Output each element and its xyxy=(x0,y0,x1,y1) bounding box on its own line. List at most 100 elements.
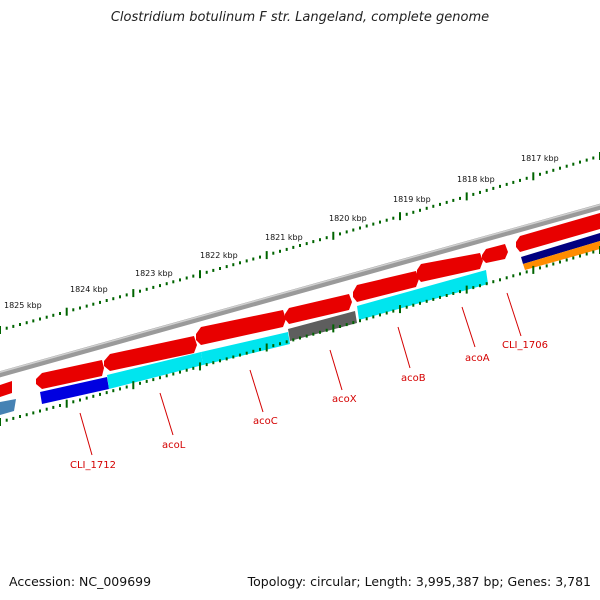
outer-tick-mark xyxy=(132,289,135,298)
inner-tick-mark xyxy=(305,334,308,338)
gene-arrow-forward[interactable] xyxy=(417,253,483,282)
gene-block-reverse-steel[interactable] xyxy=(0,399,16,415)
inner-tick-mark xyxy=(505,276,508,280)
inner-tick-mark xyxy=(119,387,121,391)
outer-tick-mark xyxy=(479,190,481,194)
outer-tick-mark xyxy=(392,216,395,220)
inner-tick-mark xyxy=(12,416,15,420)
outer-tick-mark xyxy=(259,255,261,259)
gene-label-acol[interactable]: acoL xyxy=(162,440,186,451)
outer-tick-mark xyxy=(12,324,15,328)
outer-tick-mark xyxy=(239,261,241,265)
outer-tick-mark xyxy=(512,180,515,184)
outer-tick-mark xyxy=(265,251,268,260)
inner-tick-mark xyxy=(45,407,48,411)
map-title: Clostridium botulinum F str. Langeland, … xyxy=(110,10,490,25)
inner-tick-mark xyxy=(345,323,348,327)
outer-tick-mark xyxy=(485,188,488,192)
gene-label-acox[interactable]: acoX xyxy=(332,394,357,405)
inner-tick-ring xyxy=(0,246,600,426)
gene-arrow-forward[interactable] xyxy=(285,294,352,324)
inner-tick-mark xyxy=(339,325,341,328)
inner-tick-mark xyxy=(232,355,235,359)
inner-tick-mark xyxy=(265,343,268,352)
gene-arrow-forward[interactable] xyxy=(196,310,286,345)
gene-block-reverse-navy[interactable] xyxy=(521,233,600,264)
outer-tick-mark xyxy=(72,308,75,312)
outer-tick-mark xyxy=(0,326,1,334)
inner-tick-mark xyxy=(432,297,435,301)
inner-tick-mark xyxy=(545,264,548,268)
outer-tick-mark xyxy=(552,168,555,172)
inner-tick-mark xyxy=(525,270,528,274)
inner-tick-mark xyxy=(472,286,475,290)
genome-backbone xyxy=(0,203,600,378)
gene-label-acoa[interactable]: acoA xyxy=(465,353,490,364)
inner-tick-mark xyxy=(225,357,228,361)
gene-label-cli-1712[interactable]: CLI_1712 xyxy=(70,460,116,471)
outer-tick-mark xyxy=(592,156,595,160)
outer-tick-mark xyxy=(225,265,228,269)
inner-tick-mark xyxy=(25,413,28,417)
outer-tick-mark xyxy=(145,287,148,291)
leader-line-acob xyxy=(397,326,411,369)
outer-tick-mark xyxy=(172,280,175,284)
inner-tick-mark xyxy=(452,292,455,295)
inner-tick-mark xyxy=(145,379,148,383)
inner-tick-mark xyxy=(92,394,95,398)
gene-block-acob-acoa[interactable] xyxy=(357,270,488,320)
outer-tick-mark xyxy=(152,285,155,289)
gene-block-cli-1712[interactable] xyxy=(40,377,109,404)
outer-tick-mark xyxy=(252,257,255,261)
gene-label-cli-1706[interactable]: CLI_1706 xyxy=(502,340,548,351)
inner-tick-mark xyxy=(99,392,101,396)
gene-arrow-forward[interactable] xyxy=(36,360,104,389)
gene-arrow-forward[interactable] xyxy=(0,381,12,397)
gene-block-reverse-orange[interactable] xyxy=(523,241,600,270)
inner-tick-mark xyxy=(565,258,568,262)
inner-tick-mark xyxy=(199,362,201,371)
inner-tick-mark xyxy=(212,361,215,365)
gene-label-acob[interactable]: acoB xyxy=(401,373,426,384)
reverse-strand-genes xyxy=(0,233,600,415)
inner-tick-mark xyxy=(259,347,261,351)
outer-tick-mark xyxy=(439,202,441,206)
inner-tick-mark xyxy=(439,295,441,299)
outer-tick-mark xyxy=(199,270,201,279)
kbp-label-1824: 1824 kbp xyxy=(70,285,108,294)
outer-tick-mark xyxy=(185,276,188,280)
gene-block-acol[interactable] xyxy=(107,352,203,389)
outer-tick-mark xyxy=(352,228,355,232)
gene-arrow-forward[interactable] xyxy=(104,336,197,371)
inner-tick-mark xyxy=(512,274,515,278)
outer-tick-mark xyxy=(405,212,408,216)
kbp-label-1818: 1818 kbp xyxy=(457,175,495,184)
gene-arrow-forward[interactable] xyxy=(482,244,508,263)
outer-tick-mark xyxy=(332,231,335,240)
inner-tick-mark xyxy=(585,252,588,256)
outer-tick-mark xyxy=(292,245,295,249)
inner-tick-mark xyxy=(65,399,68,408)
gene-arrow-forward[interactable] xyxy=(516,213,600,252)
inner-tick-mark xyxy=(532,265,535,274)
gene-arrow-forward[interactable] xyxy=(353,271,419,302)
outer-tick-mark xyxy=(112,297,115,301)
gene-block-acox[interactable] xyxy=(288,311,357,341)
inner-tick-mark xyxy=(379,313,381,317)
gene-block-acoc[interactable] xyxy=(201,332,290,365)
inner-tick-mark xyxy=(19,415,21,418)
forward-strand-genes xyxy=(0,213,600,397)
inner-tick-mark xyxy=(519,272,521,276)
inner-tick-mark xyxy=(372,315,375,319)
inner-tick-mark xyxy=(405,305,408,309)
outer-tick-mark xyxy=(105,299,108,302)
outer-tick-mark xyxy=(179,278,181,282)
gene-label-acoc[interactable]: acoC xyxy=(253,416,278,427)
leader-line-cli-1712 xyxy=(79,412,93,456)
outer-tick-mark xyxy=(92,302,95,306)
inner-tick-mark xyxy=(459,290,461,294)
inner-tick-mark xyxy=(285,340,288,344)
inner-tick-mark xyxy=(499,278,501,282)
outer-tick-mark xyxy=(245,259,248,263)
